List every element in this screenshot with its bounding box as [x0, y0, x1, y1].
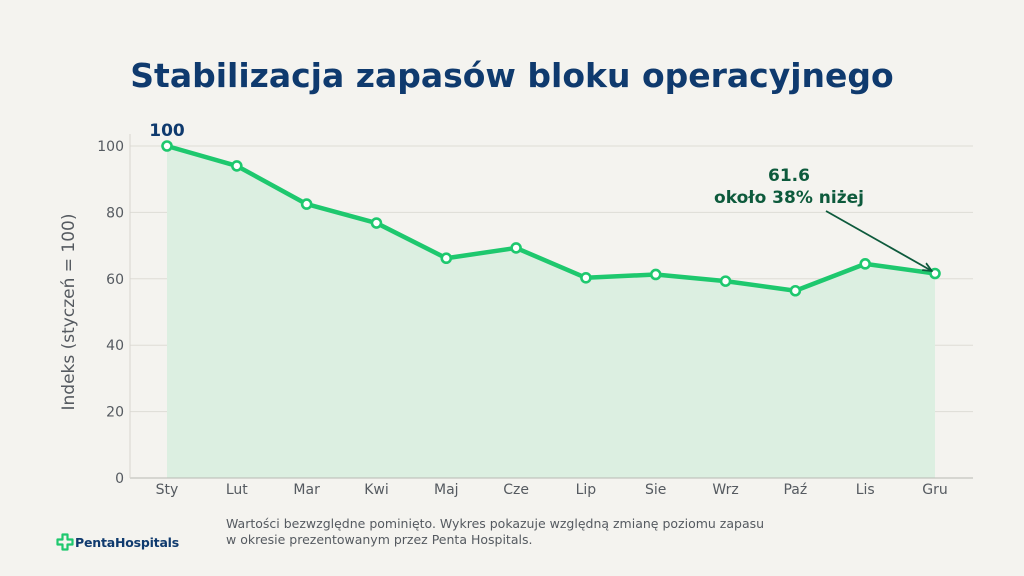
y-tick-label: 20	[106, 405, 124, 421]
x-tick-label: Lis	[856, 482, 875, 498]
brand-name: PentaHospitals	[75, 534, 180, 550]
x-tick-label: Sie	[645, 482, 666, 498]
data-point	[161, 140, 173, 152]
footnote-line-1: Wartości bezwzględne pominięto. Wykres p…	[226, 516, 765, 531]
end-value-label: 61.6	[768, 166, 810, 186]
data-point	[231, 160, 243, 172]
data-point	[649, 268, 662, 281]
x-tick-label: Kwi	[364, 482, 389, 498]
data-point	[580, 272, 592, 284]
data-point	[719, 275, 732, 287]
x-tick-label: Lut	[226, 482, 248, 498]
data-point	[440, 252, 453, 265]
end-annotation: 61.6 około 38% niżej	[714, 166, 931, 270]
data-point	[859, 258, 871, 270]
y-tick-label: 100	[97, 139, 124, 155]
data-point	[789, 284, 802, 297]
y-tick-label: 60	[106, 272, 124, 288]
end-change-note: około 38% niżej	[714, 188, 864, 208]
area-fill	[167, 146, 935, 478]
x-tick-label: Paź	[783, 482, 807, 498]
footnote: Wartości bezwzględne pominięto. Wykres p…	[226, 516, 926, 548]
start-value-label: 100	[149, 121, 185, 141]
x-tick-label: Mar	[293, 482, 320, 498]
tick-labels: 0 20 40 60 80 100 Sty Lut Mar Kwi Maj Cze Lip Sie Wrz P…	[97, 139, 947, 498]
data-point	[510, 242, 522, 254]
x-tick-label: Gru	[922, 482, 947, 498]
x-tick-label: Wrz	[712, 482, 738, 498]
data-point	[300, 198, 313, 210]
x-tick-label: Cze	[503, 482, 529, 498]
footnote-line-2: w okresie prezentowanym przez Penta Hosp…	[226, 532, 533, 547]
data-point	[370, 217, 383, 229]
axes	[129, 134, 973, 479]
cross-icon	[56, 533, 74, 551]
data-point	[929, 267, 941, 280]
annotation-arrow	[825, 210, 931, 270]
y-tick-label: 40	[106, 338, 124, 354]
chart-title: Stabilizacja zapasów bloku operacyjnego	[130, 56, 894, 95]
x-tick-label: Lip	[576, 482, 597, 498]
series-line	[164, 143, 938, 294]
brand-logo: PentaHospitals	[56, 533, 179, 551]
y-tick-label: 0	[115, 471, 124, 487]
x-tick-label: Sty	[156, 482, 179, 498]
y-axis-label: Indeks (styczeń = 100)	[59, 214, 79, 411]
y-tick-label: 80	[106, 205, 124, 221]
x-tick-label: Maj	[434, 482, 459, 498]
data-points	[161, 140, 941, 297]
